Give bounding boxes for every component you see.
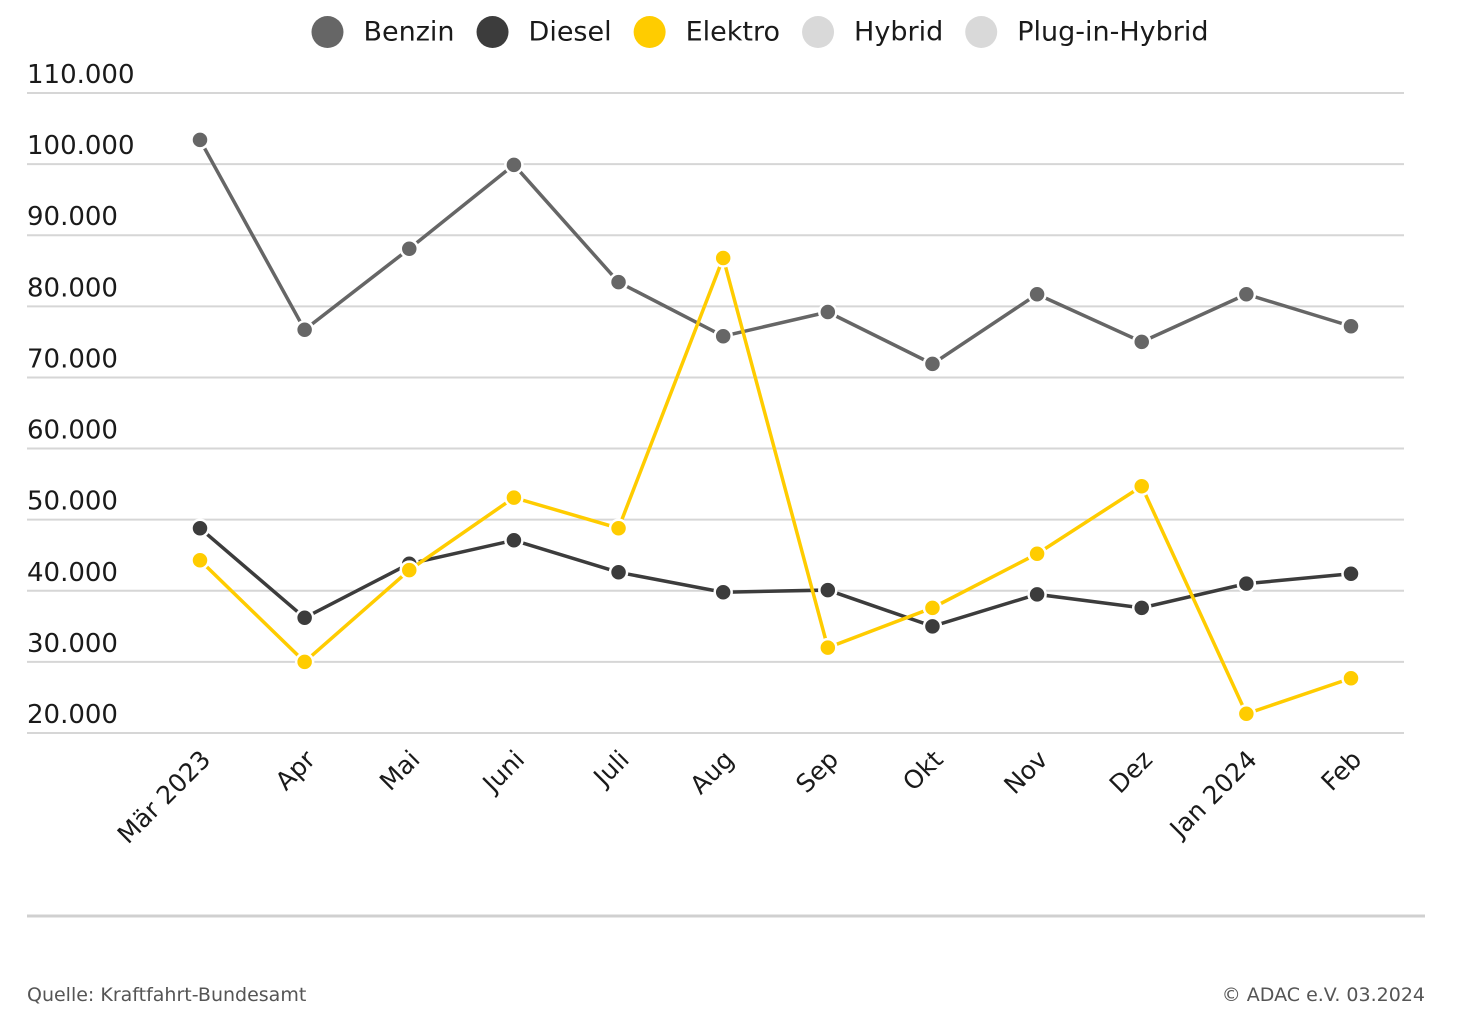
data-point [1131, 332, 1152, 352]
data-point [1341, 668, 1361, 688]
data-point [294, 652, 315, 672]
data-point [1236, 704, 1257, 724]
series-line [198, 252, 1352, 716]
x-tick-label: Mär 2023 [112, 745, 216, 849]
y-tick-label: 80.000 [27, 273, 118, 303]
data-point [608, 562, 629, 583]
legend-label: Diesel [529, 17, 612, 48]
data-point [1341, 563, 1361, 584]
y-tick-label: 40.000 [27, 558, 118, 588]
data-point [504, 487, 524, 508]
y-tick-label: 60.000 [27, 416, 118, 446]
x-tick-label: Dez [1104, 745, 1158, 799]
data-point [713, 248, 733, 268]
data-point [608, 518, 629, 538]
data-point [1027, 584, 1047, 605]
x-tick-label: Sep [790, 745, 844, 799]
y-tick-label: 100.000 [27, 131, 135, 161]
y-tick-label: 90.000 [27, 202, 118, 232]
y-tick-label: 20.000 [27, 700, 118, 730]
data-point [1027, 544, 1047, 564]
x-tick-label: Aug [684, 745, 739, 800]
legend-label: Elektro [686, 17, 780, 48]
data-point [504, 155, 524, 175]
legend-marker [802, 16, 835, 48]
legend-label: Benzin [363, 17, 454, 48]
x-tick-label: Mai [374, 745, 426, 797]
data-point [1131, 476, 1152, 496]
legend-marker [476, 16, 509, 48]
data-point [1236, 284, 1257, 304]
data-point [713, 582, 733, 602]
y-tick-label: 30.000 [27, 629, 118, 659]
data-point [1341, 316, 1361, 336]
data-point [190, 550, 210, 570]
y-tick-label: 110.000 [27, 60, 135, 90]
data-point [1131, 598, 1152, 618]
data-point [399, 560, 420, 580]
x-tick-label: Nov [998, 745, 1053, 800]
legend-label: Plug-in-Hybrid [1017, 17, 1208, 48]
data-point [504, 530, 524, 551]
series-line [198, 139, 1352, 366]
data-point [294, 320, 315, 340]
copyright: © ADAC e.V. 03.2024 [1222, 984, 1425, 1006]
data-point [294, 608, 315, 628]
data-point [922, 354, 943, 374]
legend: Benzin Diesel Elektro Hybrid Plug-in-Hybrid [311, 16, 1209, 48]
legend-marker [633, 16, 666, 48]
x-tick-label: Jan 2024 [1163, 745, 1263, 845]
data-point [818, 302, 838, 322]
data-point [818, 637, 838, 658]
x-tick-label: Juli [587, 745, 635, 793]
legend-marker [311, 16, 344, 48]
legend-marker [965, 16, 998, 48]
source: Quelle: Kraftfahrt-Bundesamt [27, 984, 306, 1006]
data-point [922, 598, 943, 618]
data-point [713, 326, 733, 346]
y-tick-label: 50.000 [27, 487, 118, 517]
legend-label: Hybrid [854, 17, 943, 48]
data-point [1027, 284, 1047, 304]
data-point [608, 272, 629, 292]
data-point [190, 130, 210, 150]
y-tick-label: 70.000 [27, 344, 118, 374]
data-point [190, 518, 210, 538]
x-tick-label: Okt [897, 745, 949, 797]
x-tick-label: Juni [476, 745, 530, 799]
data-point [399, 238, 420, 259]
data-point [1236, 573, 1257, 594]
series-line [198, 526, 1352, 629]
x-tick-label: Feb [1315, 745, 1367, 797]
data-point [818, 580, 838, 600]
data-point [922, 616, 943, 637]
x-tick-label: Apr [270, 744, 322, 796]
